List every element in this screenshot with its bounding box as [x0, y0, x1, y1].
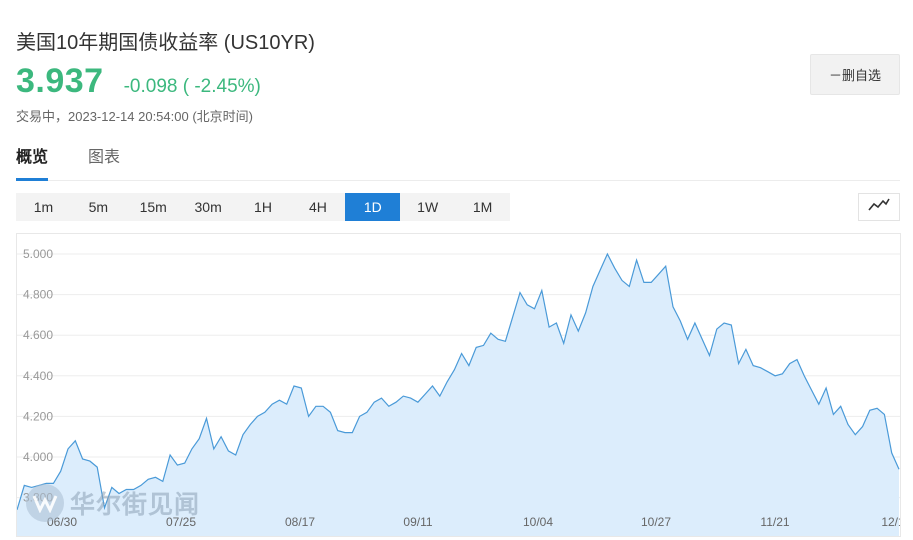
- series-area: [17, 254, 899, 536]
- y-tick-label: 4.800: [23, 288, 53, 302]
- price-row: 3.937 -0.098 ( -2.45%): [16, 62, 261, 101]
- yield-chart[interactable]: 3.800 4.000 4.200 4.400 4.600 4.800 5.000 06/30…: [16, 233, 901, 537]
- x-tick-label: 09/11: [403, 515, 432, 529]
- period-15m[interactable]: 15m: [139, 199, 167, 215]
- x-tick-label: 06/30: [47, 515, 77, 529]
- x-tick-label: 07/25: [166, 515, 196, 529]
- tab-overview[interactable]: 概览: [16, 148, 48, 181]
- current-price: 3.937: [16, 62, 104, 100]
- x-tick-label: 10/04: [523, 515, 553, 529]
- period-30m[interactable]: 30m: [194, 199, 222, 215]
- period-1d[interactable]: 1D: [345, 193, 401, 221]
- chart-type-button[interactable]: [858, 193, 900, 221]
- line-chart-icon: [868, 198, 890, 217]
- page-title: 美国10年期国债收益率 (US10YR): [16, 32, 315, 54]
- price-change: -0.098 ( -2.45%): [123, 76, 261, 97]
- x-tick-label: 10/27: [641, 515, 671, 529]
- period-4h[interactable]: 4H: [308, 199, 327, 215]
- remove-watchlist-button[interactable]: －删自选: [810, 54, 900, 95]
- period-1w[interactable]: 1W: [417, 199, 439, 215]
- period-5m[interactable]: 5m: [88, 199, 109, 215]
- y-tick-label: 4.200: [23, 409, 53, 423]
- y-tick-label: 4.600: [23, 328, 53, 342]
- chart-svg: 3.800 4.000 4.200 4.400 4.600 4.800 5.000 06/30…: [17, 247, 901, 536]
- tab-bar: 概览 图表: [16, 148, 900, 181]
- period-1mo[interactable]: 1M: [472, 199, 493, 215]
- y-tick-label: 4.400: [23, 369, 53, 383]
- tab-chart[interactable]: 图表: [88, 149, 121, 166]
- y-tick-label: 3.800: [23, 491, 53, 505]
- y-tick-label: 5.000: [23, 247, 53, 261]
- x-tick-label: 12/1: [881, 515, 901, 529]
- x-tick-label: 08/17: [285, 515, 315, 529]
- x-tick-label: 11/21: [760, 515, 789, 529]
- period-1h[interactable]: 1H: [254, 199, 272, 215]
- period-1m[interactable]: 1m: [33, 199, 54, 215]
- trading-status: 交易中，2023-12-14 20:54:00 (北京时间): [16, 109, 253, 124]
- series-line: [17, 252, 900, 511]
- y-tick-label: 4.000: [23, 450, 53, 464]
- period-selector: 1m 5m 15m 30m 1H 4H 1D 1W 1M: [16, 193, 510, 221]
